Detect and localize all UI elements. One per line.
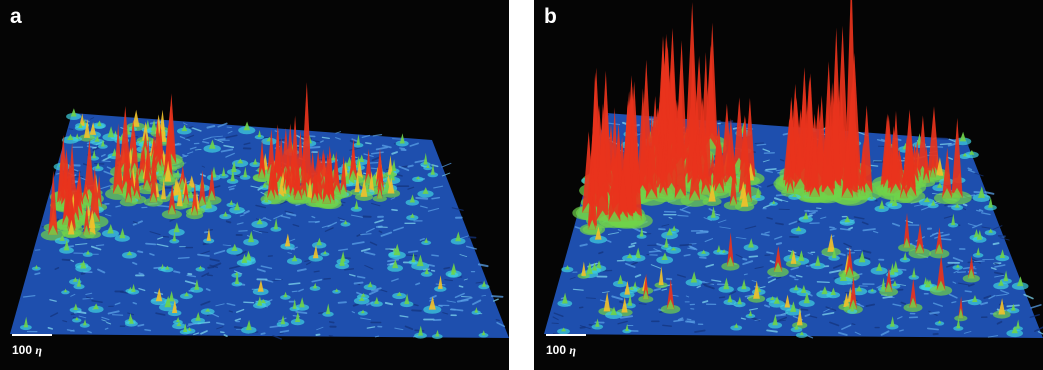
panel-b: b 100 η (534, 0, 1043, 370)
surface-plot-b (544, 0, 1043, 339)
scale-label-a: 100 η (12, 342, 42, 358)
panel-label-b: b (544, 5, 557, 28)
panel-label-a: a (10, 5, 22, 28)
surface-peaks-a (20, 82, 490, 339)
surface-plot-a (10, 82, 509, 340)
panel-a: a 100 η (0, 0, 509, 370)
scale-value-a: 100 (12, 343, 33, 357)
scale-value-b: 100 (546, 343, 567, 357)
scale-symbol-b: η (569, 343, 576, 357)
scale-bar-a (12, 334, 52, 336)
scale-bar-b (546, 334, 586, 336)
scale-label-b: 100 η (546, 342, 576, 358)
scale-symbol-a: η (35, 343, 42, 357)
surface-peaks-b (557, 0, 1029, 338)
